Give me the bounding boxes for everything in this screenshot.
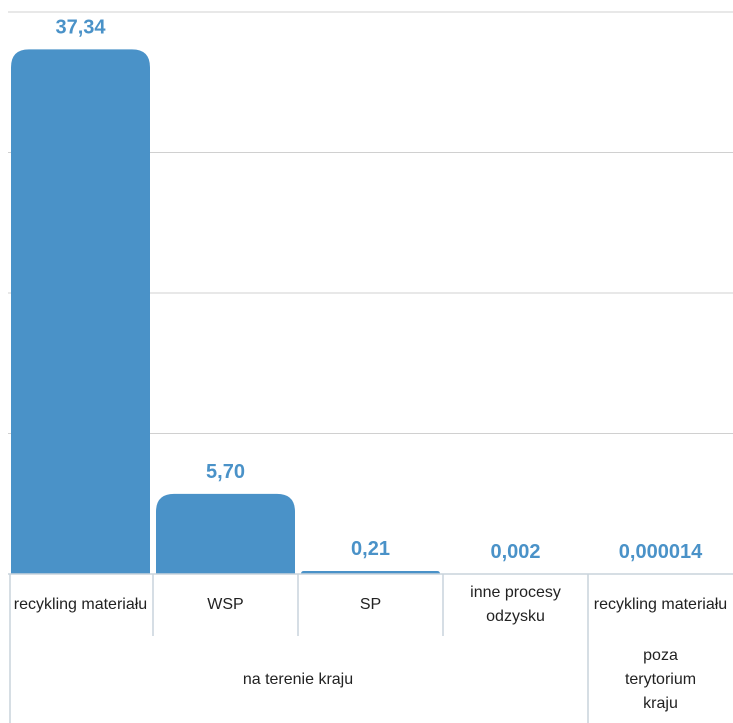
value-label: 5,70 xyxy=(206,461,245,483)
category-label: SP xyxy=(359,596,382,613)
value-label: 0,000014 xyxy=(619,541,703,563)
group-label: poza terytorium kraju xyxy=(624,646,697,712)
value-label: 0,21 xyxy=(351,538,390,560)
value-label: 37,34 xyxy=(55,16,106,38)
value-label: 0,002 xyxy=(490,541,540,563)
bar xyxy=(11,49,150,575)
category-label: recykling materiału xyxy=(593,596,728,613)
group-label: na terenie kraju xyxy=(242,670,354,688)
category-label: recykling materiału xyxy=(13,596,148,613)
category-label: inne procesy odzysku xyxy=(470,584,561,625)
bar xyxy=(156,493,295,574)
category-label: WSP xyxy=(207,596,244,613)
